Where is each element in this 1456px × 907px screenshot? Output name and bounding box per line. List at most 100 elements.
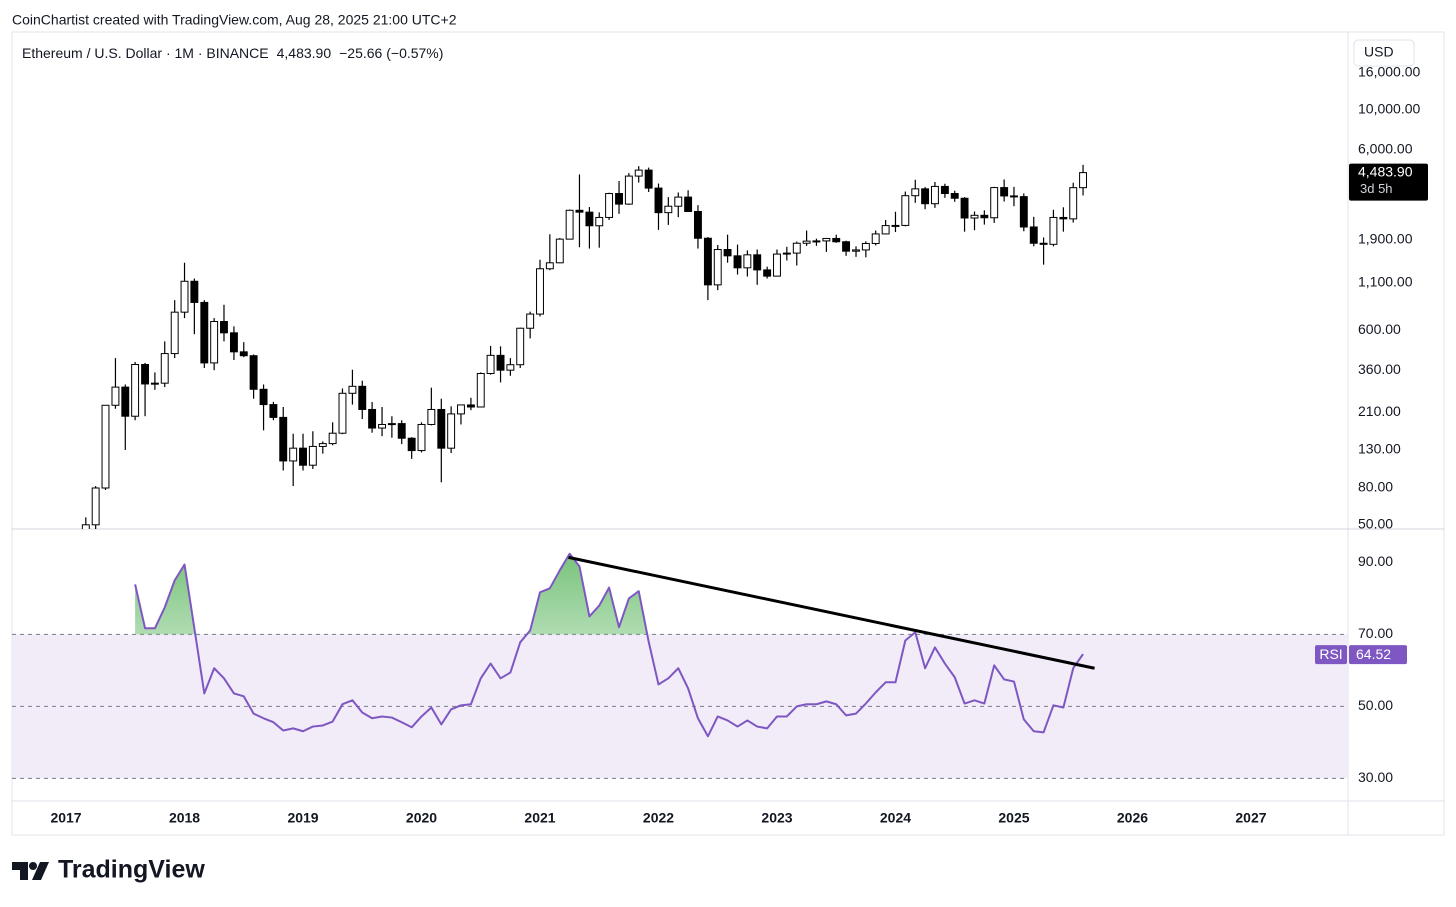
last-price-label: 4,483.90 bbox=[1358, 163, 1413, 179]
candle-body bbox=[131, 364, 140, 417]
candle-body bbox=[812, 240, 821, 243]
logo-icon bbox=[12, 862, 49, 880]
candle-body bbox=[733, 255, 742, 269]
header: CoinChartist created with TradingView.co… bbox=[12, 12, 457, 28]
candle-body bbox=[466, 404, 475, 408]
candle-body bbox=[891, 224, 900, 227]
candle-body bbox=[822, 237, 831, 242]
candle-body bbox=[1029, 226, 1038, 244]
x-tick-label: 2025 bbox=[998, 810, 1029, 826]
candle-body bbox=[180, 280, 189, 313]
candle-body bbox=[407, 437, 416, 452]
candle-body bbox=[279, 416, 288, 462]
candle-body bbox=[81, 524, 90, 529]
y-tick-label: 210.00 bbox=[1358, 403, 1401, 419]
candle-body bbox=[743, 254, 752, 269]
currency-button[interactable] bbox=[1353, 39, 1415, 67]
logo-text: TradingView bbox=[58, 856, 205, 884]
candle-body bbox=[536, 268, 544, 315]
candle-body bbox=[1049, 216, 1058, 245]
candle-body bbox=[387, 423, 396, 426]
x-tick-label: 2017 bbox=[50, 810, 81, 826]
candle-body bbox=[654, 187, 663, 214]
y-tick-label: 130.00 bbox=[1358, 441, 1401, 457]
overbought-fill bbox=[135, 553, 1084, 635]
candle-body bbox=[447, 413, 456, 449]
candle-body bbox=[585, 211, 594, 227]
legend: Ethereum / U.S. Dollar · 1M · BINANCE 4,4… bbox=[22, 45, 443, 61]
candle-body bbox=[437, 408, 446, 449]
candle-body bbox=[634, 169, 643, 177]
candle-body bbox=[101, 404, 110, 489]
candle-body bbox=[239, 351, 248, 357]
candle-body bbox=[575, 209, 584, 213]
candle-body bbox=[980, 214, 989, 219]
candle-body bbox=[871, 233, 880, 244]
candle-body bbox=[901, 195, 910, 226]
candle-body bbox=[684, 196, 693, 212]
candle-body bbox=[526, 313, 535, 329]
y-tick-label: 360.00 bbox=[1358, 361, 1401, 377]
x-tick-label: 2023 bbox=[761, 810, 792, 826]
rsi-name-tag bbox=[1315, 645, 1347, 665]
candle-body bbox=[921, 188, 930, 205]
candle-body bbox=[782, 252, 791, 255]
y-tick-label: 50.00 bbox=[1358, 697, 1393, 713]
candle-body bbox=[457, 404, 465, 415]
candle-body bbox=[378, 423, 387, 429]
x-tick-label: 2021 bbox=[524, 810, 555, 826]
candle-body bbox=[1019, 196, 1028, 228]
candle-body bbox=[220, 321, 228, 334]
candle-body bbox=[940, 185, 949, 194]
candle-body bbox=[368, 408, 377, 429]
candle-body bbox=[565, 209, 574, 240]
candle-body bbox=[605, 193, 614, 218]
candle-body bbox=[348, 385, 357, 394]
y-tick-label: 70.00 bbox=[1358, 625, 1393, 641]
candle-body bbox=[328, 432, 337, 445]
candle-body bbox=[1000, 187, 1009, 197]
candle-body bbox=[249, 355, 258, 390]
candle-body bbox=[150, 382, 159, 385]
candle-body bbox=[289, 447, 298, 462]
candle-body bbox=[141, 364, 150, 385]
y-tick-label: 50.00 bbox=[1358, 516, 1393, 532]
candle-body bbox=[773, 253, 781, 277]
x-tick-label: 2019 bbox=[287, 810, 318, 826]
x-tick-label: 2027 bbox=[1235, 810, 1266, 826]
candle-body bbox=[990, 187, 999, 219]
candle-body bbox=[861, 242, 870, 251]
candle-body bbox=[170, 311, 179, 355]
candle-body bbox=[229, 332, 238, 353]
candle-body bbox=[802, 240, 811, 244]
x-tick-label: 2022 bbox=[643, 810, 674, 826]
candle-body bbox=[308, 445, 317, 466]
trendline bbox=[568, 555, 1095, 670]
x-tick-label: 2024 bbox=[880, 810, 911, 826]
candle-body bbox=[476, 373, 485, 408]
candle-body bbox=[1079, 172, 1088, 189]
frame bbox=[11, 31, 1445, 836]
candle-body bbox=[723, 249, 732, 257]
candle-body bbox=[545, 262, 554, 270]
candle-body bbox=[427, 408, 436, 425]
candles bbox=[81, 164, 1088, 529]
candle-body bbox=[911, 188, 920, 197]
y-tick-label: 1,900.00 bbox=[1358, 231, 1413, 247]
y-tick-label: 80.00 bbox=[1358, 479, 1393, 495]
x-tick-label: 2026 bbox=[1117, 810, 1148, 826]
countdown-label: 3d 5h bbox=[1360, 181, 1393, 196]
candle-body bbox=[842, 241, 851, 252]
candle-body bbox=[516, 327, 525, 366]
candle-body bbox=[210, 321, 219, 364]
symbol: Ethereum / U.S. Dollar · 1M · BINANCE bbox=[22, 45, 269, 61]
price: 4,483.90 bbox=[277, 45, 332, 61]
candle-body bbox=[1039, 242, 1048, 245]
candle-body bbox=[930, 185, 939, 205]
candle-body bbox=[624, 175, 633, 205]
candle-body bbox=[1069, 187, 1078, 220]
candle-body bbox=[1059, 216, 1068, 220]
candle-body bbox=[417, 423, 426, 452]
